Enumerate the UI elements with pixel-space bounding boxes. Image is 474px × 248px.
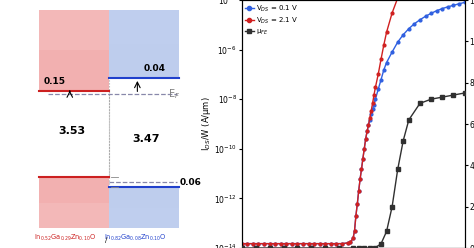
FancyBboxPatch shape <box>39 10 109 50</box>
Legend: V$_{DS}$ = 0.1 V, V$_{DS}$ = 2.1 V, μ$_{FE}$: V$_{DS}$ = 0.1 V, V$_{DS}$ = 2.1 V, μ$_{… <box>244 2 300 38</box>
FancyBboxPatch shape <box>109 208 179 228</box>
Text: 3.47: 3.47 <box>132 134 160 144</box>
Text: 0.06: 0.06 <box>180 178 202 187</box>
FancyBboxPatch shape <box>109 10 179 44</box>
Y-axis label: I$_{DS}$/W (A/μm): I$_{DS}$/W (A/μm) <box>200 97 213 151</box>
Text: E$_F$: E$_F$ <box>168 87 180 101</box>
Text: /: / <box>105 237 107 243</box>
Text: 0.04: 0.04 <box>144 64 166 73</box>
Text: In$_{0.52}$Ga$_{0.29}$Zn$_{0.10}$O: In$_{0.52}$Ga$_{0.29}$Zn$_{0.10}$O <box>34 233 97 243</box>
Text: 0.15: 0.15 <box>44 77 65 86</box>
FancyBboxPatch shape <box>39 177 109 228</box>
FancyBboxPatch shape <box>39 10 109 91</box>
FancyBboxPatch shape <box>109 10 179 78</box>
Text: In$_{0.82}$Ga$_{0.08}$Zn$_{0.10}$O: In$_{0.82}$Ga$_{0.08}$Zn$_{0.10}$O <box>104 233 166 243</box>
Text: 3.53: 3.53 <box>58 126 85 136</box>
FancyBboxPatch shape <box>109 187 179 228</box>
FancyBboxPatch shape <box>39 203 109 228</box>
